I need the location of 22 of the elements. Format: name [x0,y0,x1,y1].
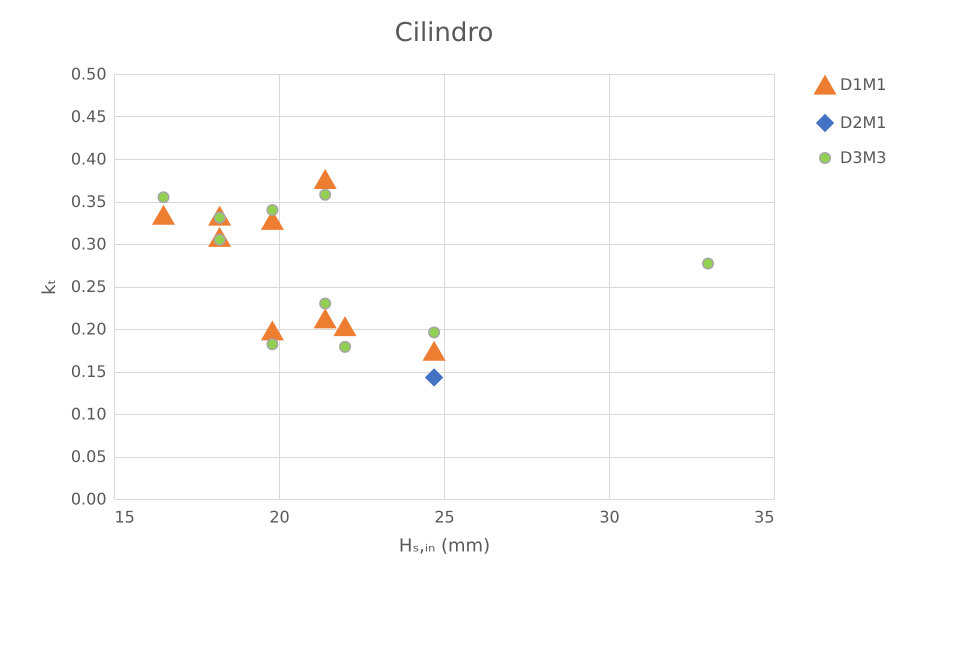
x-tick-label: 15 [114,508,135,526]
legend-label: D3M3 [840,148,886,167]
y-tick-label: 0.30 [70,234,106,254]
y-tick-label: 0.05 [70,447,106,466]
y-tick-label: 0.40 [70,150,106,168]
y-tick-label: 0.10 [70,404,106,424]
chart-title: Cilindro [394,18,494,48]
y-tick-label: 0.50 [70,64,106,84]
x-tick-label: 35 [754,508,774,526]
x-tick-label: 25 [434,508,455,526]
x-tick-label: 20 [269,508,290,526]
y-tick-label: 0.00 [70,490,106,508]
y-tick-label: 0.20 [70,320,106,338]
y-axis-title: kₜ [38,279,60,295]
x-axis-title: Hₛ,ᵢₙ (mm) [398,536,490,556]
legend-label: D1M1 [840,75,886,94]
y-tick-label: 0.45 [70,107,106,126]
y-tick-label: 0.15 [70,362,106,381]
legend-label: D2M1 [840,113,886,132]
x-tick-label: 30 [599,508,620,526]
y-tick-label: 0.35 [70,192,106,211]
y-tick-label: 0.25 [70,277,106,296]
